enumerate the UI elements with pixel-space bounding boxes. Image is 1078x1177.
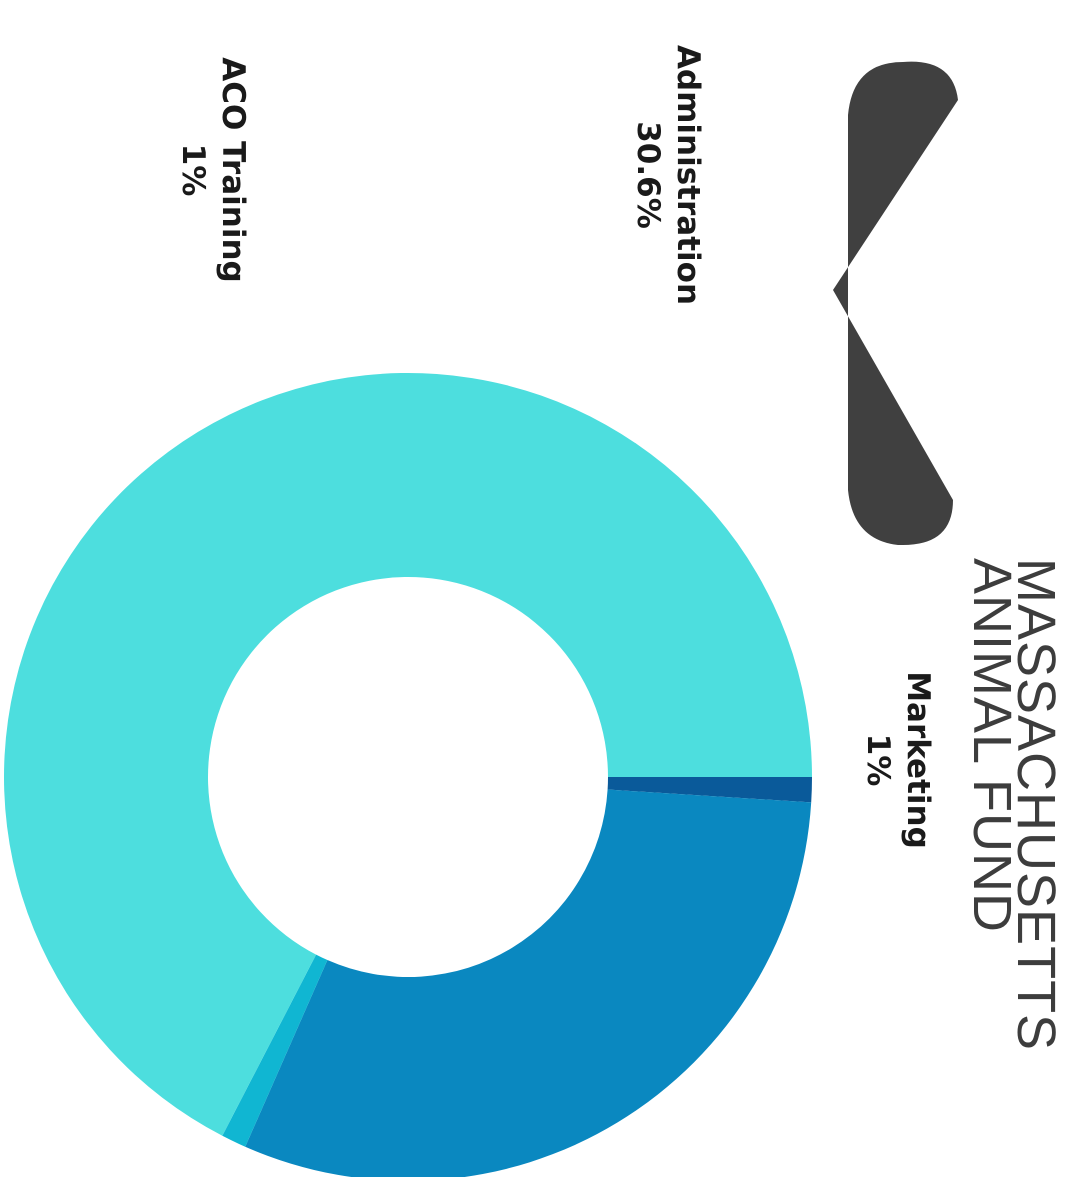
label-aco-training: ACO Training 1% xyxy=(173,57,253,282)
label-marketing-value: 1% xyxy=(860,733,896,787)
label-administration: Administration 30.6% xyxy=(628,45,708,305)
donut-slice-aco-training xyxy=(222,954,328,1147)
donut-slice-administration xyxy=(245,789,812,1177)
label-marketing-name: Marketing xyxy=(900,671,936,849)
logo-shield-shape xyxy=(833,61,958,545)
label-administration-name: Administration xyxy=(670,44,706,306)
donut-slice-marketing xyxy=(607,777,812,803)
label-aco-training-name: ACO Training xyxy=(215,57,251,283)
label-administration-value: 30.6% xyxy=(630,121,666,229)
label-aco-training-value: 1% xyxy=(175,143,211,197)
label-marketing: Marketing 1% xyxy=(858,671,938,849)
donut-slice-remainder xyxy=(4,373,812,1136)
